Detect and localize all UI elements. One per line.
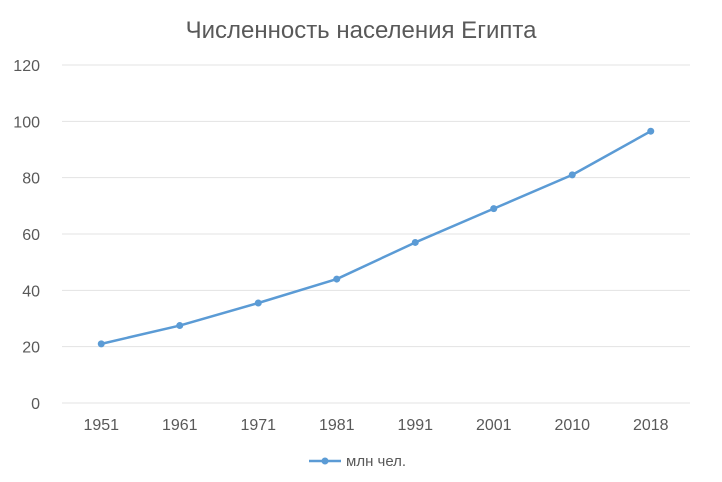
series-layer [97, 127, 655, 348]
y-tick-label: 120 [13, 58, 40, 75]
legend: млн чел. [309, 453, 406, 470]
legend-point-marker [321, 457, 329, 465]
data-point [647, 127, 655, 135]
series-line [100, 130, 652, 346]
x-tick-label: 1971 [240, 417, 276, 434]
y-axis-ticks: 0 20 40 60 80 100 120 [13, 58, 40, 413]
y-tick-label: 80 [22, 171, 40, 188]
x-tick-label: 1951 [83, 417, 119, 434]
x-axis-ticks: 1951 1961 1971 1981 1991 2001 2010 2018 [83, 417, 668, 434]
data-point [254, 299, 262, 307]
x-tick-label: 1991 [397, 417, 433, 434]
x-tick-label: 1981 [319, 417, 355, 434]
x-tick-label: 2010 [554, 417, 590, 434]
x-tick-label: 2001 [476, 417, 512, 434]
data-point [490, 205, 498, 213]
data-point [176, 322, 184, 330]
x-tick-label: 2018 [633, 417, 669, 434]
data-point [568, 171, 576, 179]
grid-lines [62, 64, 690, 404]
y-tick-label: 100 [13, 114, 40, 131]
chart-title: Численность населения Египта [186, 17, 537, 44]
y-tick-label: 0 [31, 396, 40, 413]
y-tick-label: 40 [22, 283, 40, 300]
data-point [411, 238, 419, 246]
y-tick-label: 60 [22, 227, 40, 244]
data-point [333, 275, 341, 283]
data-point [97, 340, 105, 348]
legend-label: млн чел. [346, 453, 406, 470]
y-tick-label: 20 [22, 340, 40, 357]
x-tick-label: 1961 [162, 417, 198, 434]
